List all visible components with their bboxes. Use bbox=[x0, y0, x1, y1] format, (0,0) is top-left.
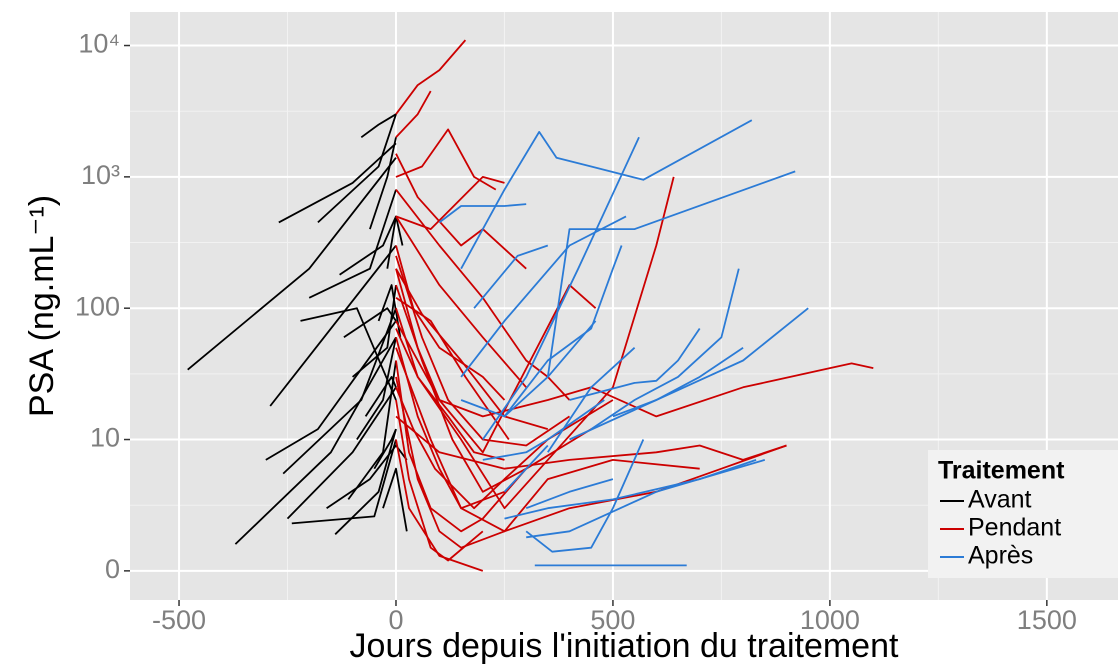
series-line bbox=[291, 439, 397, 525]
series-line bbox=[612, 346, 744, 418]
y-tick-label: 10 bbox=[90, 423, 120, 453]
series-line bbox=[300, 307, 397, 401]
series-line bbox=[286, 386, 397, 520]
series-line bbox=[547, 347, 636, 453]
legend-label: Avant bbox=[968, 486, 1032, 514]
series-line bbox=[395, 360, 527, 533]
series-line bbox=[395, 337, 505, 510]
series-line bbox=[364, 376, 397, 417]
legend-label: Pendant bbox=[968, 514, 1061, 542]
axes: -500 0 500 1000 1500 0 10 100 10³ 10⁴ bbox=[75, 29, 1077, 635]
series-line bbox=[395, 284, 592, 493]
series-line bbox=[473, 244, 549, 309]
legend-title: Traitement bbox=[938, 457, 1065, 485]
series-line bbox=[395, 399, 484, 562]
lines bbox=[187, 39, 874, 572]
series-line bbox=[395, 39, 467, 115]
series-line bbox=[503, 444, 549, 493]
series-line bbox=[265, 320, 397, 461]
series-line bbox=[395, 215, 527, 388]
series-line bbox=[269, 244, 397, 407]
y-tick-label: 10³ bbox=[81, 160, 120, 190]
series-line bbox=[382, 467, 408, 532]
x-axis-label: Jours depuis l'initiation du traitement bbox=[350, 627, 899, 665]
series-line bbox=[339, 216, 397, 276]
series-line bbox=[460, 215, 627, 378]
y-tick-label: 0 bbox=[105, 554, 120, 584]
series-line bbox=[525, 478, 614, 510]
y-tick-label: 10⁴ bbox=[78, 29, 120, 59]
series-line bbox=[395, 268, 549, 430]
series-line bbox=[360, 113, 397, 139]
series-line bbox=[395, 153, 527, 270]
series-line bbox=[526, 459, 766, 539]
series-line bbox=[569, 307, 809, 441]
series-line bbox=[373, 428, 397, 470]
series-line bbox=[352, 284, 397, 378]
series-line bbox=[395, 328, 505, 461]
series-line bbox=[590, 268, 740, 430]
x-tick-label: -500 bbox=[152, 605, 206, 635]
series-line bbox=[356, 337, 397, 440]
y-tick-label: 100 bbox=[75, 291, 120, 321]
series-line bbox=[317, 113, 397, 224]
series-line bbox=[460, 119, 753, 270]
series-line bbox=[482, 136, 640, 441]
series-line bbox=[377, 284, 402, 338]
series-line bbox=[369, 137, 397, 230]
series-line bbox=[395, 415, 787, 470]
series-line bbox=[282, 307, 397, 475]
series-line bbox=[395, 255, 571, 447]
series-line bbox=[525, 439, 645, 553]
series-line bbox=[482, 399, 605, 461]
x-tick-label: 0 bbox=[388, 605, 403, 635]
series-line bbox=[334, 428, 397, 535]
y-axis-label: PSA (ng.mL⁻¹) bbox=[23, 195, 61, 417]
series-line bbox=[395, 347, 787, 533]
series-line bbox=[308, 189, 397, 299]
series-line bbox=[326, 444, 408, 509]
series-line bbox=[395, 376, 700, 549]
series-line bbox=[438, 203, 527, 224]
x-tick-label: 1000 bbox=[800, 605, 860, 635]
x-tick-label: 1500 bbox=[1017, 605, 1077, 635]
series-line bbox=[234, 336, 397, 545]
series-line bbox=[460, 320, 597, 418]
series-line bbox=[187, 157, 397, 371]
series-line bbox=[395, 189, 571, 401]
legend-label: Après bbox=[968, 542, 1033, 570]
series-line bbox=[395, 90, 432, 138]
series-line bbox=[395, 128, 497, 191]
series-line bbox=[395, 268, 597, 454]
series-line bbox=[395, 320, 874, 418]
series-line bbox=[395, 176, 505, 230]
series-line bbox=[395, 439, 484, 572]
series-line bbox=[503, 245, 623, 417]
series-line bbox=[343, 307, 397, 339]
series-line bbox=[569, 327, 701, 401]
x-tick-label: 500 bbox=[590, 605, 635, 635]
